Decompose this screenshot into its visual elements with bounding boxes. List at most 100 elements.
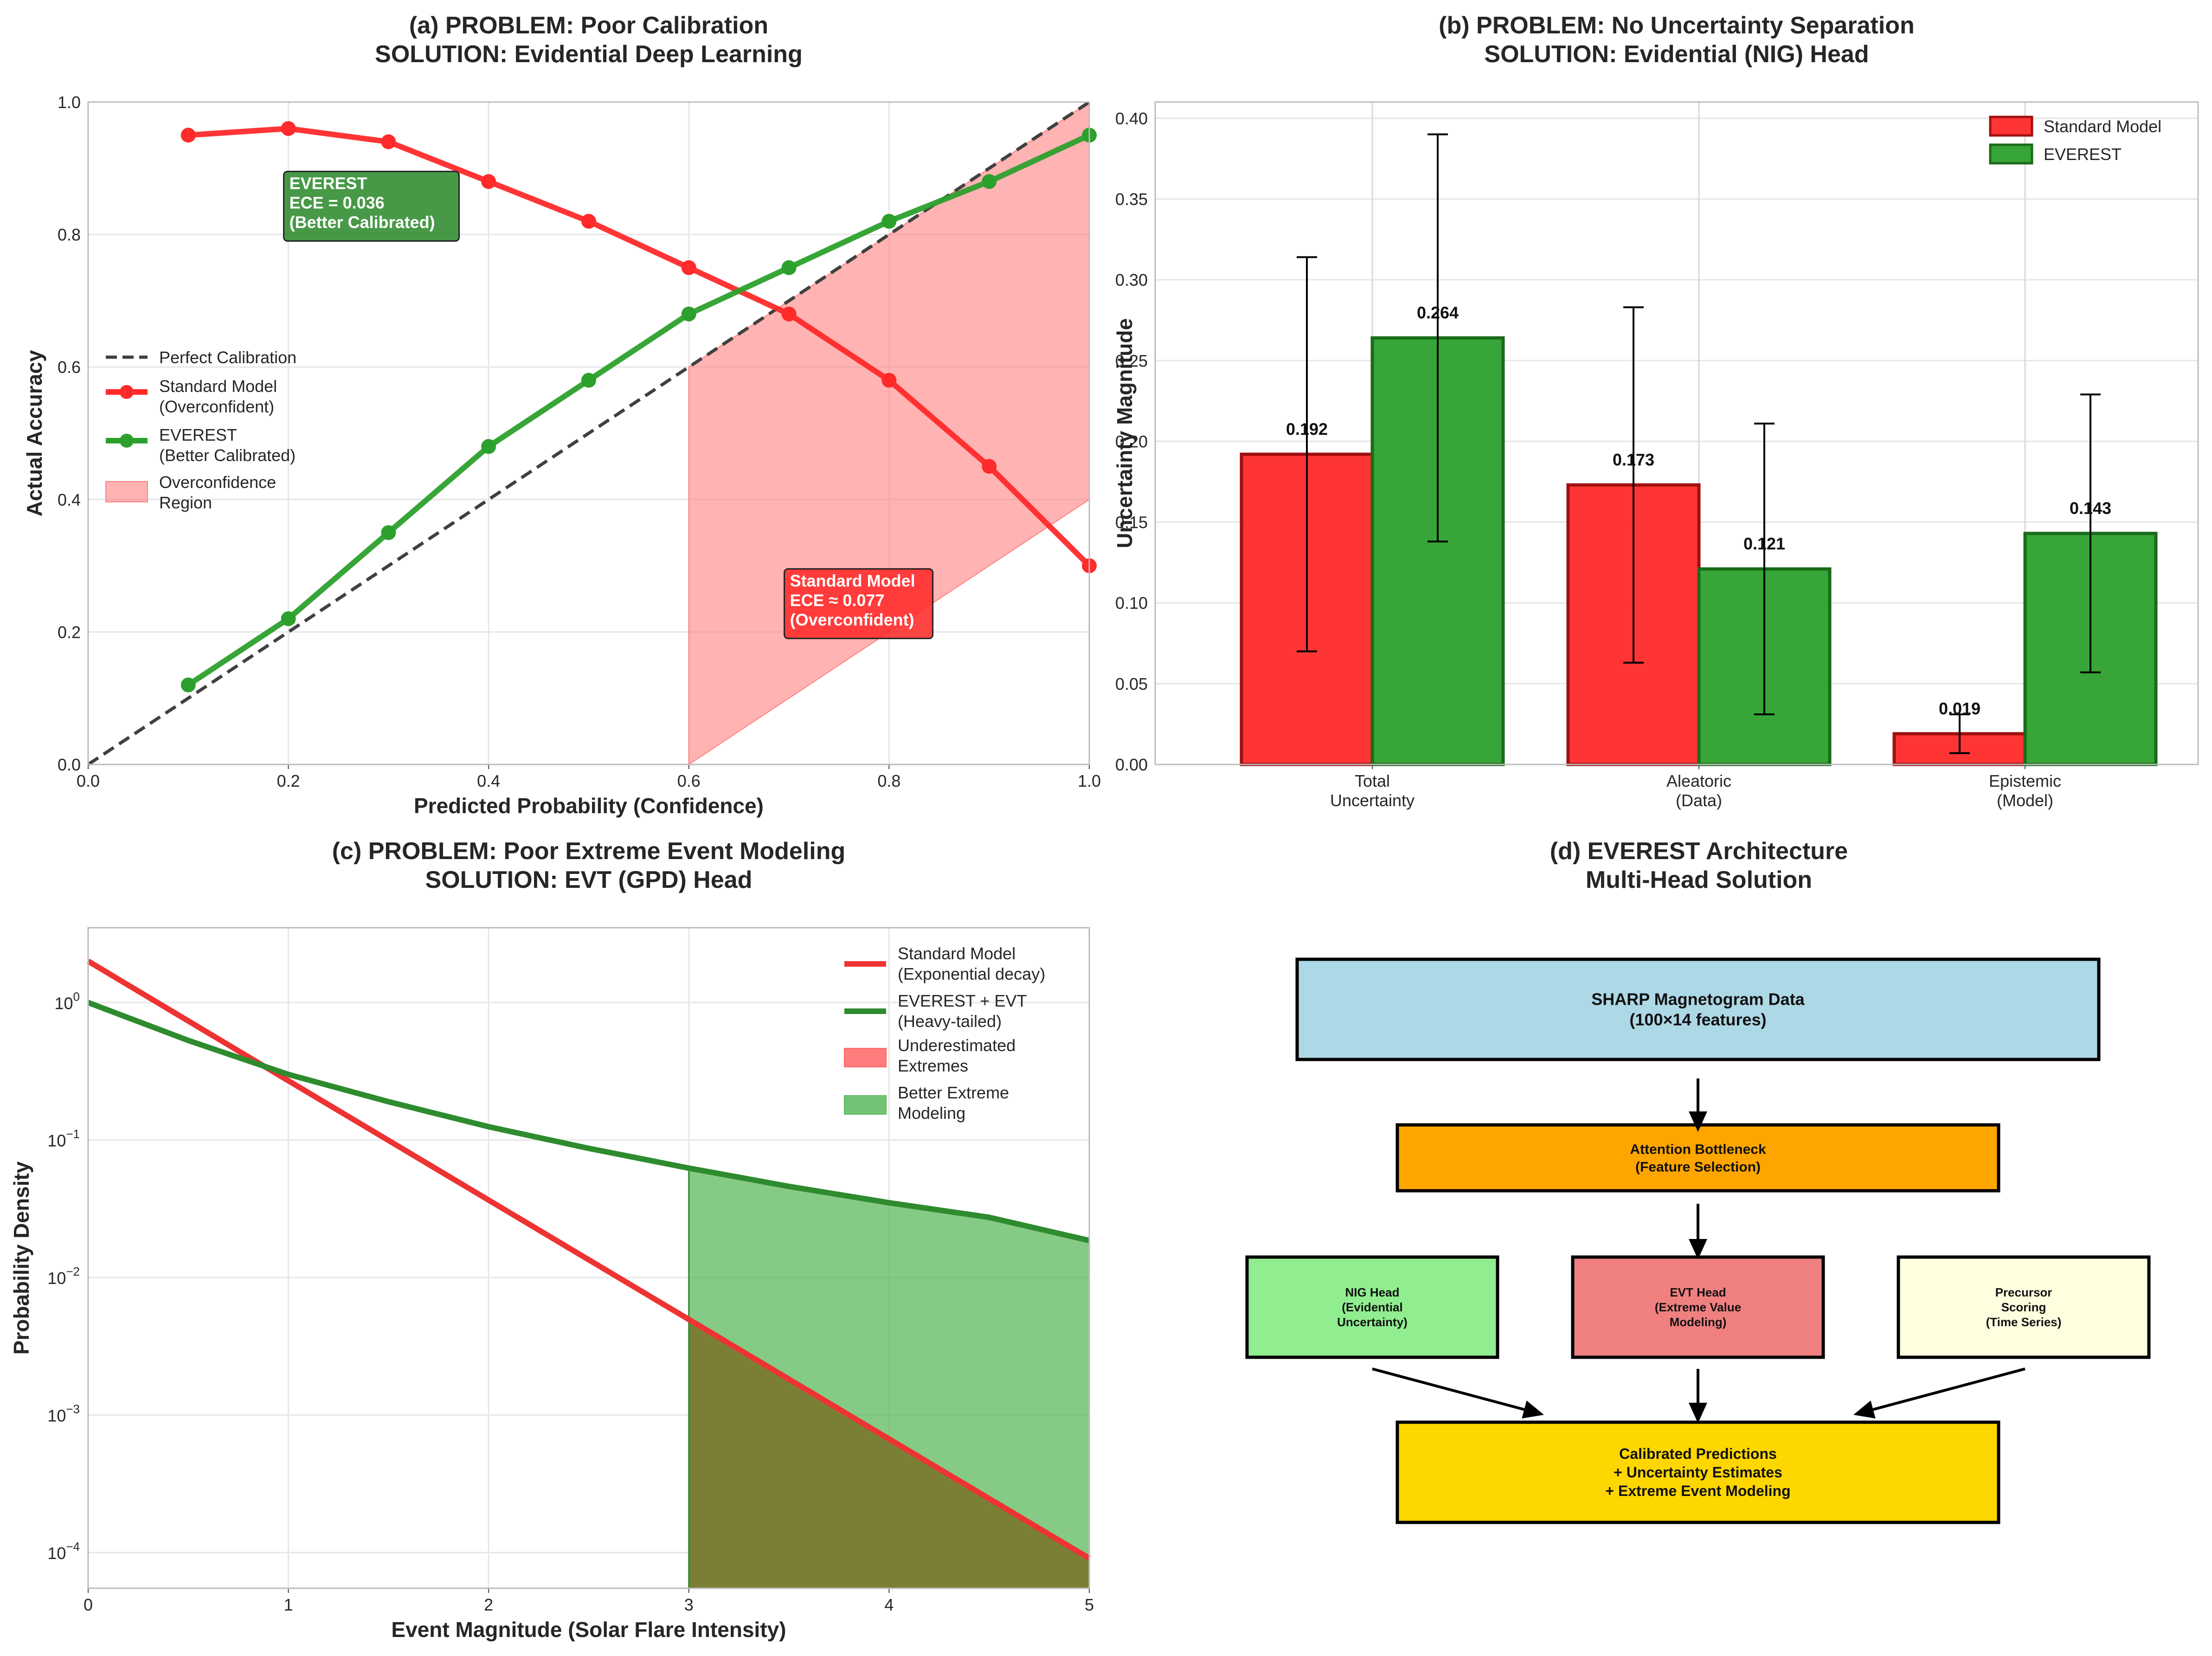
panel-title: (b) PROBLEM: No Uncertainty Separation SO… (1439, 12, 1915, 68)
annotation-box (283, 171, 460, 242)
box-label: Precursor Scoring (Time Series) (1986, 1285, 2062, 1329)
plot-frame (87, 927, 1090, 1589)
data-point (281, 611, 296, 626)
x-tick-label: 3 (684, 1595, 694, 1614)
plot-frame (1154, 101, 2199, 765)
x-tick-label: 0.6 (677, 771, 701, 790)
legend: Standard Model (Exponential decay) EVEREST… (844, 944, 1045, 1123)
box-label: Calibrated Predictions + Uncertainty Esti… (1605, 1445, 1790, 1499)
perfect-calibration-line (87, 101, 1090, 766)
x-axis-label: Event Magnitude (Solar Flare Intensity) (391, 1617, 786, 1642)
data-point (681, 306, 696, 321)
y-tick-label: 0.0 (58, 755, 81, 774)
x-tick-label: Epistemic (Model) (1989, 771, 2061, 810)
arrow-head (1689, 1239, 1707, 1259)
data-point (781, 260, 797, 275)
flow-arrow (1872, 1367, 2026, 1411)
x-tick-label: Total Uncertainty (1330, 771, 1415, 810)
y-tick-label: 0.15 (1115, 513, 1148, 532)
y-tick-label: 0.20 (1115, 432, 1148, 451)
data-point (180, 677, 196, 693)
panel-a: 0.0 0.2 0.4 0.6 0.8 1.0 0.0 0.2 0.4 0.6 0.8 1.0 EVER… (22, 12, 1101, 818)
data-point (381, 134, 396, 149)
data-point (481, 439, 496, 454)
y-tick-label: 1.0 (58, 93, 81, 112)
x-tick-label: 4 (884, 1595, 894, 1614)
bar-value-label: 0.121 (1743, 534, 1785, 553)
evt-head-box (1571, 1255, 1825, 1359)
panel-title: (a) PROBLEM: Poor Calibration SOLUTION: E… (375, 12, 803, 68)
data-point (281, 121, 296, 136)
y-tick-label: 0.10 (1115, 594, 1148, 613)
everest-evt-curve (87, 1000, 1090, 1244)
box-label: EVT Head (Extreme Value Modeling) (1655, 1285, 1741, 1329)
arrow-head (1853, 1400, 1876, 1419)
annotation-box (784, 568, 934, 639)
y-tick-label: 0.25 (1115, 351, 1148, 370)
x-axis-label: Predicted Probability (Confidence) (414, 794, 764, 818)
data-point (982, 459, 997, 474)
x-tick-label: 2 (484, 1595, 493, 1614)
standard-model-line (188, 126, 1092, 568)
data-point (581, 372, 596, 388)
data-point (481, 174, 496, 189)
legend-swatch (844, 1095, 887, 1115)
y-tick-label: 100 (54, 989, 80, 1013)
legend-marker (120, 385, 134, 399)
legend-swatch (844, 1048, 887, 1067)
y-axis-label: Actual Accuracy (22, 350, 46, 516)
y-tick-label: 0.4 (58, 490, 81, 509)
flow-arrow (1372, 1367, 1525, 1411)
legend-marker (120, 434, 134, 448)
panel-c: 0 1 2 3 4 5 100 10−1 10−2 10−3 10−4 Standard Model(… (9, 838, 1094, 1642)
y-tick-label: 0.6 (58, 358, 81, 377)
legend-label: EVEREST (2044, 145, 2122, 164)
legend-label: Overconfidence Region (159, 473, 276, 512)
arrow-head (1689, 1111, 1707, 1132)
x-tick-label: 1.0 (1078, 771, 1101, 790)
nig-head-box (1245, 1255, 1499, 1359)
legend-label: Better Extreme Modeling (898, 1083, 1009, 1123)
legend-label: Standard Model (2044, 117, 2161, 136)
y-axis-label: Uncertainty Magnitude (1112, 318, 1137, 548)
box-label: Attention Bottleneck (Feature Selection) (1630, 1142, 1766, 1175)
legend-label: Standard Model (Exponential decay) (898, 944, 1045, 983)
panel-d: (d) EVEREST Architecture Multi-Head Solut… (1245, 838, 2151, 1524)
calibrated-predictions-box (1395, 1420, 2000, 1524)
y-tick-label: 0.05 (1115, 674, 1148, 693)
y-tick-label: 0.35 (1115, 190, 1148, 209)
legend-swatch (1989, 116, 2033, 137)
x-tick-label: 0.2 (277, 771, 300, 790)
data-point (881, 214, 897, 229)
bar-value-label: 0.264 (1417, 303, 1459, 322)
x-tick-label: Aleatoric (Data) (1666, 771, 1731, 810)
panel-title: (c) PROBLEM: Poor Extreme Event Modeling… (332, 838, 846, 893)
box-label: NIG Head (Evidential Uncertainty) (1337, 1285, 1408, 1329)
y-tick-label: 0.40 (1115, 109, 1148, 128)
y-axis-label: Probability Density (9, 1161, 33, 1354)
x-tick-label: 0.8 (877, 771, 900, 790)
attention-bottleneck-box (1395, 1123, 2000, 1193)
plot-frame (87, 101, 1090, 765)
underestimated-region (688, 1319, 1089, 1588)
x-tick-label: 5 (1085, 1595, 1094, 1614)
data-point (982, 174, 997, 189)
legend-label: EVEREST (Better Calibrated) (159, 425, 296, 465)
y-tick-label: 10−2 (47, 1264, 80, 1288)
y-tick-label: 0.2 (58, 623, 81, 642)
bar-value-label: 0.019 (1939, 699, 1981, 718)
data-point (381, 525, 396, 540)
y-tick-label: 10−4 (47, 1540, 80, 1563)
annotation-text: EVEREST ECE = 0.036 (Better Calibrated) (289, 174, 435, 232)
x-tick-label: 0.4 (477, 771, 500, 790)
annotation-text: Standard Model ECE ≈ 0.077 (Overconfident) (790, 571, 915, 629)
arrow-head (1689, 1403, 1707, 1423)
data-point (581, 214, 596, 229)
x-tick-label: 1 (284, 1595, 293, 1614)
legend-swatch (105, 481, 148, 502)
box-label: SHARP Magnetogram Data (100×14 features) (1591, 990, 1805, 1029)
legend: Standard Model EVEREST (1989, 116, 2161, 165)
legend-label: Perfect Calibration (159, 348, 296, 367)
bar-value-label: 0.143 (2070, 499, 2111, 518)
